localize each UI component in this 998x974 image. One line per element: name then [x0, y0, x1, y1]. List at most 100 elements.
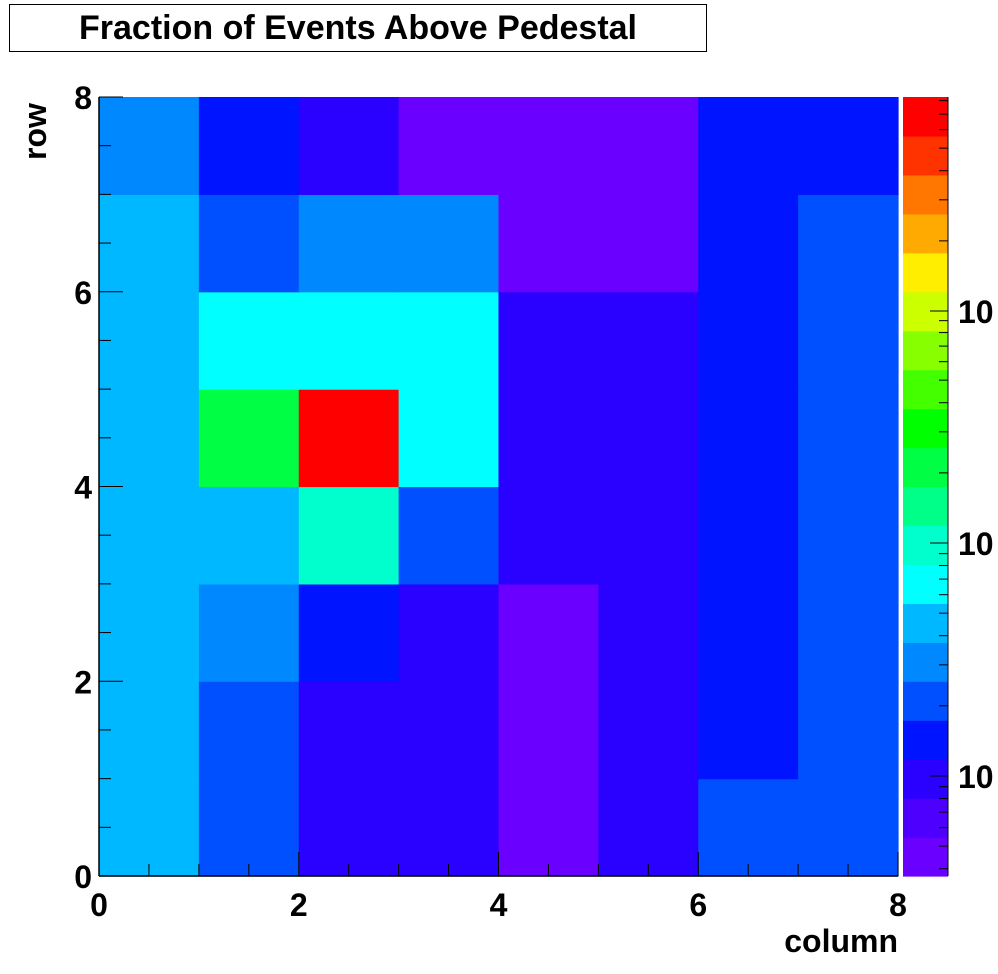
heatmap-cell [298, 291, 400, 390]
colorbar-swatch [903, 97, 948, 137]
colorbar-swatch [903, 291, 948, 332]
heatmap-cell [498, 291, 599, 390]
heatmap-cell [698, 681, 799, 780]
heatmap-cell [298, 97, 400, 195]
y-axis-title: row [17, 103, 53, 160]
heatmap-cell [398, 681, 500, 780]
heatmap-cell [598, 97, 699, 195]
heatmap-cell [198, 194, 300, 293]
heatmap-cell [99, 681, 200, 780]
heatmap-cell [498, 583, 599, 682]
heatmap-cell [798, 486, 899, 585]
colorbar-tick-label: 10 [958, 526, 994, 562]
heatmap-cell [498, 681, 599, 780]
colorbar-swatch [903, 447, 948, 488]
heatmap-cell [798, 681, 899, 780]
heatmap-cell [298, 486, 400, 585]
heatmap-cell [198, 389, 300, 488]
heatmap-cell [598, 583, 699, 682]
colorbar-swatch [903, 798, 948, 838]
heatmap-cell [698, 291, 799, 390]
colorbar-swatch [903, 408, 948, 449]
colorbar-swatch [903, 525, 948, 565]
heatmap-cell [498, 97, 599, 195]
y-tick-label: 8 [74, 80, 92, 116]
heatmap-cell [798, 97, 899, 195]
chart-title: Fraction of Events Above Pedestal [79, 8, 637, 47]
y-tick-label: 2 [74, 664, 92, 700]
heatmap-cell [798, 583, 899, 682]
heatmap-cell [798, 389, 899, 488]
colorbar-tick-label: 10 [958, 759, 994, 795]
colorbar-swatch [903, 564, 948, 604]
heatmap-cell [99, 389, 200, 488]
colorbar-swatch [903, 330, 948, 371]
heatmap-cell [198, 583, 300, 682]
heatmap-cell [298, 389, 400, 488]
heatmap-cell [198, 778, 300, 877]
y-tick-label: 6 [74, 275, 92, 311]
x-tick-label: 2 [290, 887, 308, 923]
heatmap-cell [498, 778, 599, 877]
heatmap-cell [198, 486, 300, 585]
heatmap-cell [498, 486, 599, 585]
x-tick-label: 8 [889, 887, 907, 923]
heatmap-cell [598, 778, 699, 877]
heatmap-cell [99, 194, 200, 293]
colorbar-swatch [903, 213, 948, 254]
heatmap-cell [298, 583, 400, 682]
heatmap-cell [598, 194, 699, 293]
colorbar-swatch [903, 252, 948, 293]
heatmap-cell [99, 291, 200, 390]
y-tick-label: 4 [74, 470, 92, 506]
colorbar-swatch [903, 837, 948, 877]
heatmap-cell [99, 97, 200, 195]
heatmap-cell [298, 194, 400, 293]
y-tick-label: 0 [74, 859, 92, 895]
axis-labels: 0 2 4 6 8 0 2 4 6 8 10 10 10 [74, 80, 993, 923]
heatmap-cell [298, 681, 400, 780]
heatmap-cell [99, 778, 200, 877]
heatmap-cell [398, 486, 500, 585]
heatmap-cell [598, 486, 699, 585]
colorbar-swatch [903, 603, 948, 643]
heatmap-cell [698, 486, 799, 585]
colorbar-swatch [903, 135, 948, 176]
colorbar-swatch [903, 642, 948, 682]
heatmap-cell [398, 389, 500, 488]
heatmap-cell [798, 194, 899, 293]
heatmap-cell [598, 389, 699, 488]
heatmap-cell [698, 778, 799, 877]
colorbar-swatch [903, 369, 948, 410]
heatmap-cells [99, 97, 899, 877]
colorbar-swatch [903, 720, 948, 760]
axis-ticks [98, 96, 899, 877]
heatmap-cell [398, 583, 500, 682]
colorbar-swatch [903, 681, 948, 721]
heatmap-cell [698, 194, 799, 293]
heatmap-cell [798, 291, 899, 390]
heatmap-cell [598, 291, 699, 390]
heatmap-cell [398, 778, 500, 877]
heatmap-cell [698, 389, 799, 488]
x-tick-label: 0 [90, 887, 108, 923]
colorbar-swatch [903, 759, 948, 799]
colorbar-swatch [903, 486, 948, 527]
chart-title-box: Fraction of Events Above Pedestal [9, 4, 707, 52]
heatmap-cell [99, 583, 200, 682]
heatmap-cell [598, 681, 699, 780]
heatmap-cell [198, 291, 300, 390]
heatmap-cell [99, 486, 200, 585]
colorbar-tick-label: 10 [958, 294, 994, 330]
heatmap-cell [698, 97, 799, 195]
heatmap-cell [398, 97, 500, 195]
heatmap-cell [198, 97, 300, 195]
heatmap-cell [298, 778, 400, 877]
heatmap-cell [698, 583, 799, 682]
heatmap-cell [498, 389, 599, 488]
x-tick-label: 4 [490, 887, 508, 923]
colorbar [903, 97, 949, 877]
heatmap-cell [398, 194, 500, 293]
heatmap-cell [498, 194, 599, 293]
